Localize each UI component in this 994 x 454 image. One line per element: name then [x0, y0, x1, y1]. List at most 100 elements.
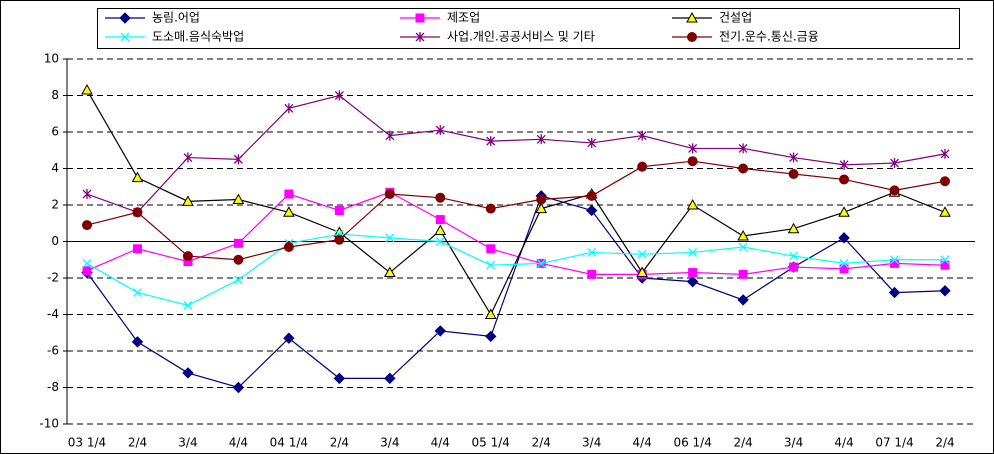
- marker: [940, 148, 950, 159]
- x-tick-label: 2/4: [330, 436, 349, 450]
- marker: [940, 255, 950, 265]
- marker: [334, 90, 344, 101]
- x-tick-label: 3/4: [784, 436, 803, 450]
- x-tick-label: 07 1/4: [875, 436, 913, 450]
- x-tick-label: 3/4: [380, 436, 399, 450]
- x-tick-label: 03 1/4: [68, 436, 106, 450]
- marker: [486, 260, 496, 270]
- y-tick-label: 0: [51, 234, 59, 248]
- marker: [486, 244, 496, 254]
- marker: [385, 233, 395, 243]
- marker: [839, 159, 849, 170]
- marker: [637, 161, 648, 172]
- y-tick-label: -2: [47, 271, 59, 285]
- marker: [486, 136, 496, 147]
- marker: [82, 266, 92, 276]
- legend-label: 농림.어업: [152, 11, 200, 25]
- marker: [384, 189, 395, 200]
- marker: [637, 249, 647, 259]
- marker: [384, 372, 396, 385]
- marker: [787, 222, 800, 234]
- marker: [737, 294, 749, 306]
- marker: [233, 254, 244, 265]
- marker: [788, 168, 799, 179]
- marker: [890, 158, 899, 169]
- marker: [587, 137, 597, 148]
- marker: [888, 286, 901, 299]
- marker: [334, 205, 344, 215]
- marker: [434, 224, 447, 236]
- marker: [82, 220, 92, 231]
- series-line: [86, 233, 945, 307]
- marker: [838, 206, 850, 217]
- marker: [536, 194, 547, 205]
- marker: [284, 103, 294, 114]
- x-tick-label: 2/4: [733, 436, 752, 450]
- marker: [586, 190, 597, 201]
- marker: [132, 207, 143, 218]
- marker: [131, 171, 144, 183]
- x-tick-label: 06 1/4: [673, 436, 711, 450]
- marker: [485, 330, 497, 343]
- marker: [839, 264, 849, 274]
- marker: [82, 258, 92, 268]
- marker: [637, 130, 647, 141]
- legend-box: [97, 8, 960, 49]
- y-tick-label: -4: [47, 307, 59, 321]
- marker: [232, 381, 245, 394]
- x-tick-label: 3/4: [582, 436, 601, 450]
- marker: [940, 260, 950, 270]
- legend-label: 건설업: [719, 11, 752, 25]
- marker: [233, 154, 243, 165]
- marker: [233, 275, 243, 285]
- marker: [183, 300, 193, 310]
- y-tick-label: -6: [47, 344, 59, 358]
- marker: [737, 229, 749, 241]
- x-tick-label: 4/4: [834, 436, 853, 450]
- y-tick-label: 6: [51, 125, 59, 139]
- marker: [789, 152, 799, 163]
- marker: [120, 32, 130, 42]
- y-tick-label: -8: [47, 380, 59, 394]
- marker: [939, 206, 951, 217]
- marker: [182, 367, 194, 379]
- marker: [738, 143, 748, 154]
- legend-label: 제조업: [447, 11, 480, 25]
- series-line: [86, 94, 946, 213]
- marker: [81, 83, 93, 95]
- marker: [334, 234, 345, 245]
- marker: [182, 251, 193, 262]
- marker: [82, 189, 92, 200]
- marker: [585, 204, 598, 217]
- marker: [789, 262, 799, 272]
- marker: [119, 12, 131, 24]
- marker: [686, 11, 698, 23]
- marker: [133, 288, 142, 298]
- marker: [939, 285, 951, 297]
- marker: [435, 237, 445, 246]
- marker: [435, 125, 445, 136]
- series-line: [86, 160, 946, 261]
- marker: [232, 193, 245, 205]
- marker: [535, 202, 548, 214]
- marker: [838, 232, 850, 244]
- marker: [485, 203, 496, 214]
- x-tick-label: 4/4: [229, 436, 248, 450]
- marker: [789, 251, 799, 261]
- marker: [284, 189, 294, 199]
- marker: [688, 268, 698, 278]
- marker: [283, 241, 294, 252]
- marker: [536, 134, 546, 145]
- y-tick-label: 2: [51, 198, 59, 212]
- marker: [940, 176, 950, 187]
- y-tick-label: 8: [51, 88, 59, 102]
- x-tick-label: 04 1/4: [270, 436, 308, 450]
- marker: [183, 152, 193, 163]
- marker: [283, 332, 295, 344]
- marker: [889, 185, 900, 196]
- marker: [435, 215, 445, 225]
- marker: [233, 238, 243, 248]
- marker: [587, 247, 597, 257]
- marker: [415, 13, 425, 23]
